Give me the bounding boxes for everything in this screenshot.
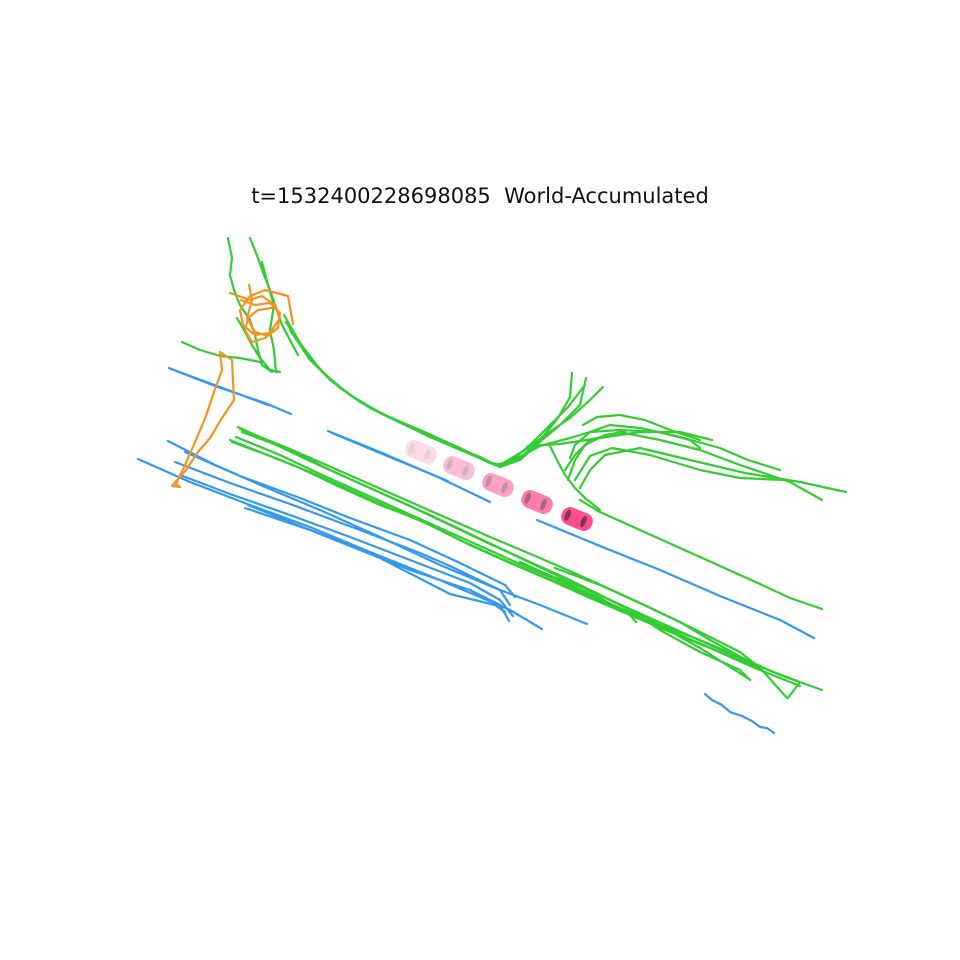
lane-divider <box>330 431 450 483</box>
pedestrian-crossing <box>170 350 236 489</box>
road-boundary <box>573 446 787 482</box>
road-boundary <box>578 498 824 611</box>
lane-divider <box>535 518 816 640</box>
pedestrian-crossing <box>239 298 282 344</box>
plot-title: t=1532400228698085 World-Accumulated <box>251 184 709 208</box>
lane-divider <box>703 692 776 735</box>
car-icon <box>443 456 475 480</box>
road-boundary <box>553 566 752 664</box>
pedestrian-crossing <box>245 283 270 338</box>
car-icon <box>561 507 593 531</box>
lane-divider-layer <box>136 366 816 735</box>
road-boundary <box>526 430 714 448</box>
road-boundary <box>548 444 602 512</box>
road-boundary <box>563 430 824 502</box>
road-boundary <box>234 435 789 700</box>
lane-divider <box>169 367 270 407</box>
road-boundary <box>566 430 627 482</box>
road-boundary <box>578 446 848 494</box>
ego-vehicle-trail <box>405 440 593 531</box>
car-icon <box>405 440 437 464</box>
road-boundary <box>235 316 282 374</box>
road-boundary <box>240 430 751 681</box>
road-boundary <box>568 423 782 472</box>
road-boundary <box>581 413 702 442</box>
pedestrian-crossing <box>228 288 295 337</box>
car-icon <box>482 473 514 497</box>
road-boundary-layer <box>180 236 848 700</box>
lane-divider <box>243 506 507 614</box>
lane-divider <box>178 473 515 618</box>
road-boundary <box>260 260 278 374</box>
road-boundary <box>284 320 587 467</box>
car-icon <box>521 490 553 514</box>
road-boundary <box>282 313 574 467</box>
lane-divider <box>173 460 512 607</box>
road-boundary <box>544 572 752 682</box>
pedestrian-crossing-layer <box>170 283 295 489</box>
road-boundary <box>238 427 762 670</box>
lane-divider <box>166 439 589 626</box>
road-boundary <box>498 385 605 467</box>
lane-divider <box>183 450 517 599</box>
